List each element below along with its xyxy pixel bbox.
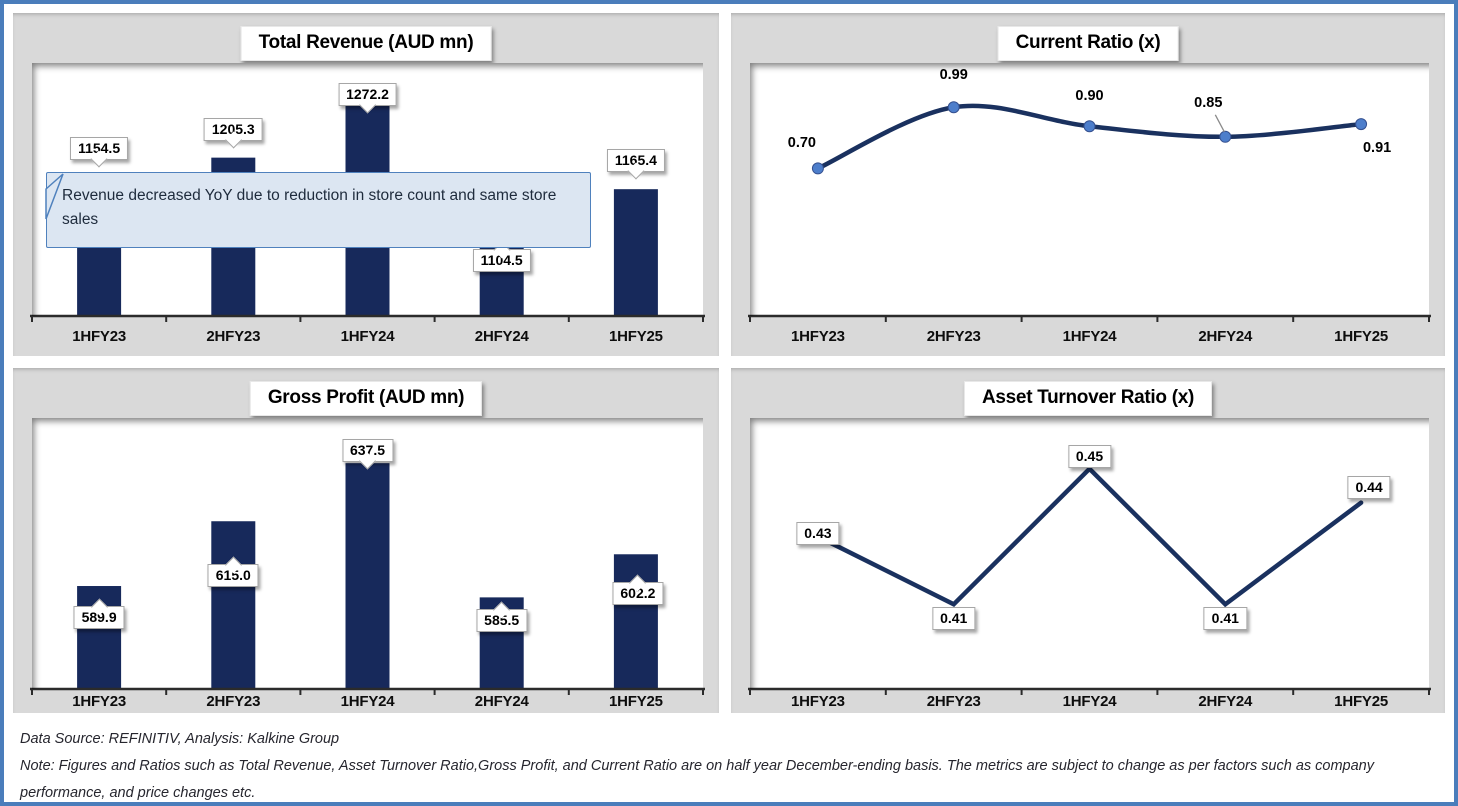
point-label-1HFY25: 0.91 xyxy=(1362,140,1392,157)
value-label-1HFY25: 602.2 xyxy=(612,574,664,606)
x-axis-label-1HFY25: 1HFY25 xyxy=(609,327,663,345)
value-label-2HFY24: 585.5 xyxy=(476,601,528,633)
plot-area-current-ratio: 0.70 0.99 0.90 0.85 0.91 xyxy=(748,63,1431,322)
value-label-1HFY23: 589.9 xyxy=(73,598,125,630)
x-axis-labels-current-ratio: 1HFY23 2HFY23 1HFY24 2HFY24 1HFY25 xyxy=(750,322,1429,350)
x-axis-labels-total-revenue: 1HFY23 2HFY23 1HFY24 2HFY24 1HFY25 xyxy=(32,322,703,350)
x-axis-label-2HFY24: 2HFY24 xyxy=(474,327,529,345)
chart-canvas-current-ratio xyxy=(748,101,1431,322)
x-axis-label-1HFY24: 1HFY24 xyxy=(340,692,395,710)
x-axis-label-1HFY25: 1HFY25 xyxy=(1334,327,1388,345)
chart-title-current-ratio: Current Ratio (x) xyxy=(997,26,1179,61)
panel-gross-profit: Gross Profit (AUD mn) 589.9 615.0 637.5 585… xyxy=(13,368,719,713)
point-label-2HFY23: 0.99 xyxy=(939,67,968,84)
x-axis-label-1HFY24: 1HFY24 xyxy=(340,327,395,345)
chart-title-gross-profit: Gross Profit (AUD mn) xyxy=(249,381,483,416)
x-axis-label-2HFY23: 2HFY23 xyxy=(926,327,981,345)
x-axis-labels-asset-turnover: 1HFY23 2HFY23 1HFY24 2HFY24 1HFY25 xyxy=(750,690,1429,712)
plot-area-asset-turnover: 0.43 0.41 0.45 0.41 0.44 xyxy=(748,418,1431,695)
chart-title-asset-turnover: Asset Turnover Ratio (x) xyxy=(963,381,1213,416)
value-label-2HFY24: 0.41 xyxy=(1203,607,1247,631)
bar-2HFY23 xyxy=(211,521,256,689)
value-label-1HFY23: 1154.5 xyxy=(70,136,129,168)
value-label-2HFY23: 0.41 xyxy=(932,607,976,631)
x-axis-label-2HFY24: 2HFY24 xyxy=(1198,327,1253,345)
x-axis-label-1HFY25: 1HFY25 xyxy=(1334,692,1388,710)
value-label-2HFY24: 1104.5 xyxy=(472,241,531,273)
x-axis-label-1HFY23: 1HFY23 xyxy=(72,327,127,345)
point-label-1HFY24: 0.90 xyxy=(1075,88,1104,105)
data-point-marker-1HFY24 xyxy=(1083,120,1096,133)
panel-total-revenue: Total Revenue (AUD mn) 1154.5 1205.3 1272.… xyxy=(13,13,719,356)
value-label-1HFY23: 0.43 xyxy=(796,521,840,545)
annotation-callout: Revenue decreased YoY due to reduction i… xyxy=(45,172,591,248)
footer: Data Source: REFINITIV, Analysis: Kalkin… xyxy=(20,726,1434,806)
x-axis-label-1HFY23: 1HFY23 xyxy=(72,692,127,710)
x-axis-label-2HFY23: 2HFY23 xyxy=(926,692,981,710)
panel-asset-turnover: Asset Turnover Ratio (x) 0.43 0.41 0.45 0.4… xyxy=(731,368,1445,713)
x-axis-label-2HFY24: 2HFY24 xyxy=(474,692,529,710)
x-axis-label-1HFY23: 1HFY23 xyxy=(790,692,845,710)
label-leader-line xyxy=(1214,114,1225,133)
data-line xyxy=(815,465,1364,608)
page-container: Total Revenue (AUD mn) 1154.5 1205.3 1272.… xyxy=(4,4,1454,802)
x-axis-label-2HFY24: 2HFY24 xyxy=(1198,692,1253,710)
bar-1HFY24 xyxy=(345,463,390,689)
x-axis-label-1HFY24: 1HFY24 xyxy=(1062,692,1117,710)
x-axis-label-2HFY23: 2HFY23 xyxy=(206,327,261,345)
value-label-1HFY25: 0.44 xyxy=(1347,475,1391,499)
point-label-1HFY23: 0.70 xyxy=(787,135,817,152)
x-axis-labels-gross-profit: 1HFY23 2HFY23 1HFY24 2HFY24 1HFY25 xyxy=(32,690,703,712)
value-label-1HFY24: 1272.2 xyxy=(338,82,397,114)
value-label-1HFY24: 0.45 xyxy=(1067,444,1112,468)
value-label-2HFY23: 1205.3 xyxy=(203,117,263,149)
x-axis-label-2HFY23: 2HFY23 xyxy=(206,692,261,710)
data-source-note: Data Source: REFINITIV, Analysis: Kalkin… xyxy=(20,731,340,747)
x-axis-label-1HFY23: 1HFY23 xyxy=(790,327,845,345)
value-label-1HFY24: 637.5 xyxy=(341,439,394,470)
plot-area-gross-profit: 589.9 615.0 637.5 585.5 602.2 xyxy=(30,418,705,695)
chart-canvas-asset-turnover xyxy=(748,465,1431,695)
annotation-callout-tail xyxy=(45,173,64,220)
data-line xyxy=(815,103,1364,171)
data-point-marker-1HFY23 xyxy=(811,162,824,175)
plot-area-total-revenue: 1154.5 1205.3 1272.2 1104.5 1165.4 Revenue de… xyxy=(30,63,705,322)
annotation-text: Revenue decreased YoY due to reduction i… xyxy=(62,187,557,229)
point-label-2HFY24: 0.85 xyxy=(1194,94,1223,111)
x-axis-label-1HFY25: 1HFY25 xyxy=(609,692,663,710)
panel-current-ratio: Current Ratio (x) 0.70 0.99 0.90 0.85 0.91 1… xyxy=(731,13,1445,356)
data-point-marker-1HFY25 xyxy=(1355,118,1368,131)
x-axis-label-1HFY24: 1HFY24 xyxy=(1062,327,1117,345)
data-point-marker-2HFY24 xyxy=(1219,130,1232,143)
value-label-1HFY25: 1165.4 xyxy=(606,149,665,180)
chart-title-total-revenue: Total Revenue (AUD mn) xyxy=(240,26,492,61)
bar-1HFY25 xyxy=(613,189,658,316)
data-point-marker-2HFY23 xyxy=(947,101,960,114)
disclaimer-note: Note: Figures and Ratios such as Total R… xyxy=(20,757,1374,801)
value-label-2HFY23: 615.0 xyxy=(207,556,259,588)
